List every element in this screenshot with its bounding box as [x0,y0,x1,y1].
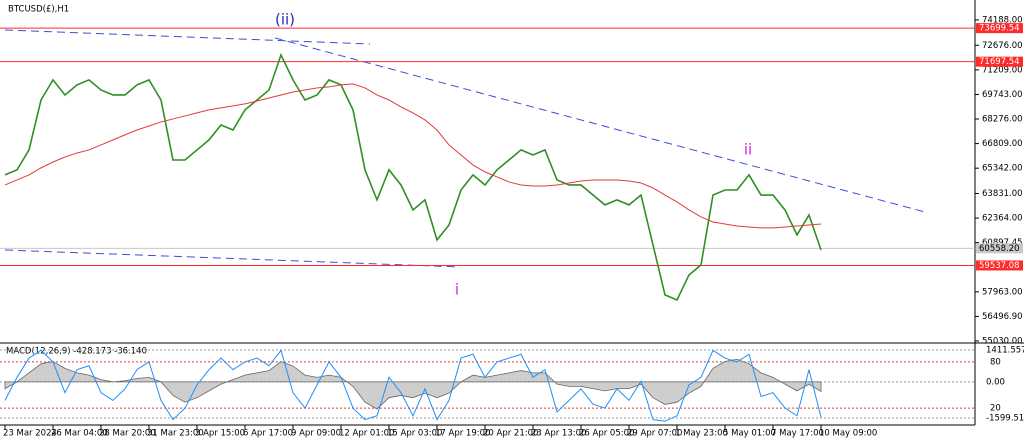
wave-label: ii [744,141,752,159]
y-tick-label: 71209.00 [982,65,1023,75]
wave-label: (ii) [275,11,295,29]
x-tick-label: 23 Apr 13:00 [531,429,586,439]
x-tick-label: 23 Mar 2024 [3,429,57,439]
trendline [4,249,461,268]
x-tick-label: 7 May 17:00 [771,429,824,439]
level-label: 59537.08 [979,261,1020,271]
y2-tick-label: 80 [990,357,1001,367]
x-tick-label: 12 Apr 01:00 [339,429,394,439]
oscillator-line [4,349,822,422]
price-line [4,52,822,301]
x-tick-label: 26 Apr 05:00 [579,429,634,439]
level-tag [976,56,1023,67]
x-tick-label: 20 Apr 21:00 [483,429,538,439]
x-tick-label: 6 Apr 17:00 [243,429,293,439]
level-tag [976,260,1023,271]
y-tick-label: 68276.00 [982,115,1023,125]
x-tick-label: 28 Mar 20:00 [99,429,156,439]
y-tick-label: 0.00 [986,377,1005,387]
y-tick-label: 69743.00 [982,90,1023,100]
y-tick-label: 1411.557 [986,346,1024,356]
y-tick-label: 56496.90 [982,312,1023,322]
y-tick-label: 57963.00 [982,287,1023,297]
y-tick-label: 63831.00 [982,189,1023,199]
x-tick-label: 5 May 01:00 [723,429,776,439]
price-line [4,83,822,229]
y-tick-label: 55030.00 [982,336,1023,346]
level-label: 71697.54 [979,57,1020,67]
y-tick-label: 65342.00 [982,164,1023,174]
y-tick-label: 60897.45 [982,238,1023,248]
indicator-title: MACD(12,26,9) -428.173 -36.140 [6,347,147,357]
x-tick-label: 3 Apr 15:00 [195,429,245,439]
wave-label: i [455,281,459,299]
y2-tick-label: 20 [990,404,1001,414]
x-tick-label: 1 May 23:00 [675,429,728,439]
x-tick-label: 10 May 09:00 [819,429,877,439]
level-label: 73699.54 [979,24,1020,34]
x-tick-label: 31 Mar 23:00 [147,429,204,439]
x-tick-label: 26 Mar 04:00 [51,429,108,439]
y-tick-label: 62364.00 [982,214,1023,224]
level-tag [976,23,1023,34]
level-label: 60558.20 [979,244,1020,254]
level-tag [976,243,1023,254]
trendline [4,29,371,45]
x-tick-label: 9 Apr 09:00 [291,429,341,439]
x-tick-label: 15 Apr 03:00 [387,429,442,439]
trendline [274,37,926,213]
y-tick-label: 66809.00 [982,139,1023,149]
macd-area [4,358,822,410]
symbol-title: BTCUSD(£),H1 [8,5,69,15]
x-tick-label: 29 Apr 07:00 [627,429,682,439]
y-tick-label: 74188.00 [982,15,1023,25]
y-tick-label: -1599.516 [986,413,1024,423]
y-tick-label: 72676.00 [982,41,1023,51]
x-tick-label: 17 Apr 19:00 [435,429,490,439]
